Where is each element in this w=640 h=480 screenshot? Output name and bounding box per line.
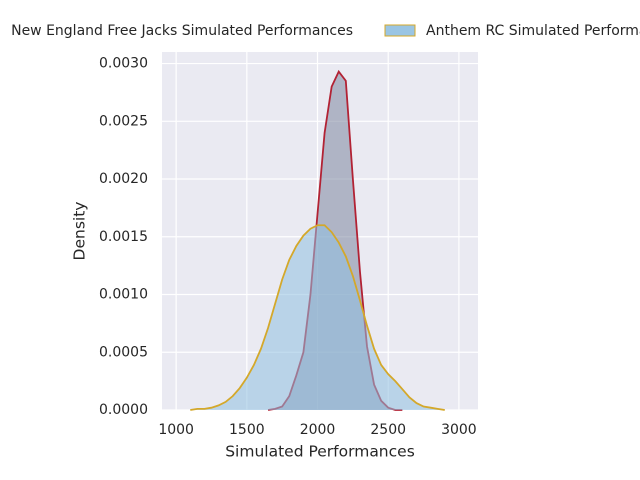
x-tick-label: 3000 — [441, 422, 477, 438]
y-tick-label: 0.0030 — [99, 56, 148, 72]
y-tick-label: 0.0000 — [99, 402, 148, 418]
y-tick-label: 0.0005 — [99, 344, 148, 360]
density-line — [190, 224, 445, 411]
y-tick-label: 0.0025 — [99, 113, 148, 129]
legend-label: New England Free Jacks Simulated Perform… — [11, 23, 353, 39]
legend-swatch — [384, 24, 416, 37]
y-tick-label: 0.0015 — [99, 229, 148, 245]
y-tick-label: 0.0010 — [99, 287, 148, 303]
legend-label: Anthem RC Simulated Performances — [426, 23, 640, 39]
x-tick-label: 2500 — [370, 422, 406, 438]
x-tick-label: 2000 — [300, 422, 336, 438]
density-area — [190, 225, 445, 410]
y-tick-label: 0.0020 — [99, 171, 148, 187]
x-tick-label: 1000 — [158, 422, 194, 438]
x-tick-label: 1500 — [229, 422, 265, 438]
x-axis-label: Simulated Performances — [225, 443, 415, 461]
y-axis-label: Density — [71, 202, 89, 261]
